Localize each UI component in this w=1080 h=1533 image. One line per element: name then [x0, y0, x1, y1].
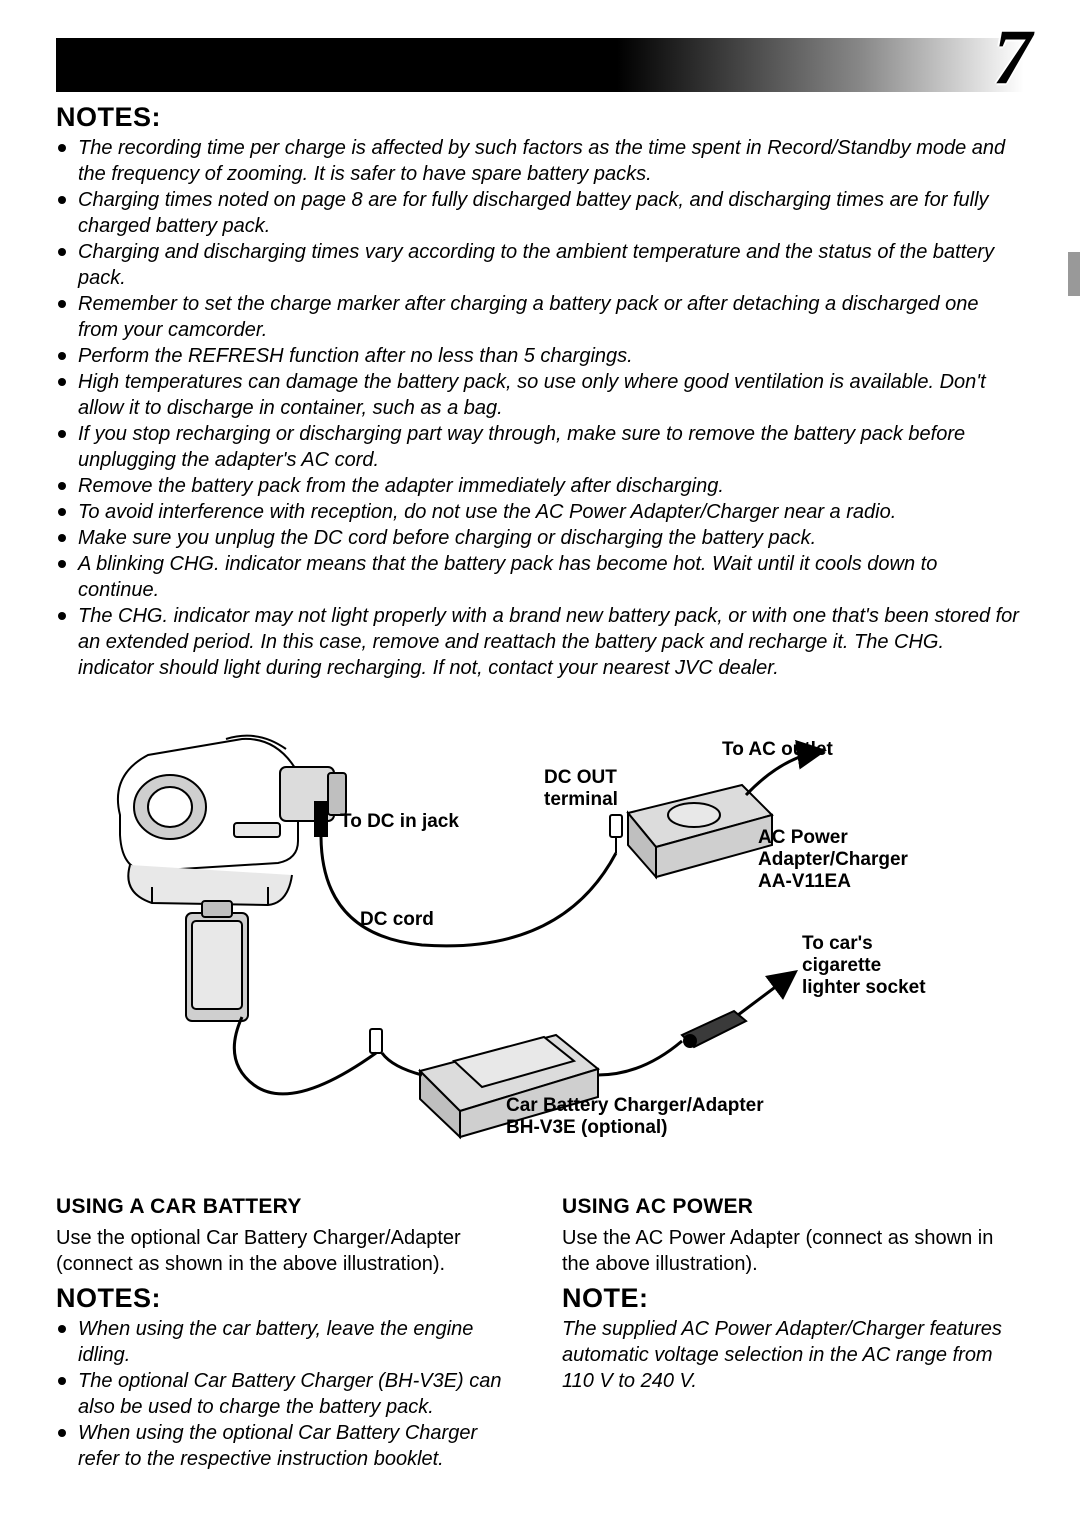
note-item: To avoid interference with reception, do… [56, 499, 1024, 525]
note-item: If you stop recharging or discharging pa… [56, 421, 1024, 473]
header-black-strip [56, 38, 617, 92]
car-battery-body: Use the optional Car Battery Charger/Ada… [56, 1225, 518, 1277]
header-gradient-strip [617, 38, 1024, 92]
label-ac-adapter: AC Power Adapter/Charger AA-V11EA [758, 827, 913, 892]
label-dc-cord: DC cord [360, 909, 434, 930]
two-column-section: USING A CAR BATTERY Use the optional Car… [56, 1195, 1024, 1472]
label-dc-out-terminal: DC OUT terminal [544, 767, 622, 810]
car-plug-icon [682, 1011, 746, 1047]
connection-diagram: To DC in jack To AC outlet DC OUT termin… [82, 715, 1024, 1175]
label-to-dc-in-jack: To DC in jack [340, 811, 459, 832]
car-charger-cord-join [382, 1053, 422, 1075]
camcorder-icon [118, 736, 346, 905]
ac-power-heading: USING AC POWER [562, 1195, 1024, 1219]
car-plug-arrow [738, 973, 794, 1015]
car-charger-cord-left [234, 1017, 376, 1094]
notes-heading-main: NOTES: [56, 102, 1024, 133]
car-battery-notes-list: When using the car battery, leave the en… [56, 1316, 518, 1472]
side-tab [1068, 252, 1080, 296]
label-car-charger: Car Battery Charger/Adapter BH-V3E (opti… [506, 1095, 769, 1138]
note-item: High temperatures can damage the battery… [56, 369, 1024, 421]
note-item: Remove the battery pack from the adapter… [56, 473, 1024, 499]
note-item: Charging times noted on page 8 are for f… [56, 187, 1024, 239]
ac-adapter-icon [628, 785, 772, 877]
dc-out-plug-icon [610, 815, 622, 853]
note-item: Charging and discharging times vary acco… [56, 239, 1024, 291]
note-item: When using the optional Car Battery Char… [56, 1420, 518, 1472]
left-column: USING A CAR BATTERY Use the optional Car… [56, 1195, 518, 1472]
car-charger-plug-icon [370, 1029, 382, 1053]
note-item: The recording time per charge is affecte… [56, 135, 1024, 187]
note-item: Perform the REFRESH function after no le… [56, 343, 1024, 369]
battery-pack-icon [186, 901, 248, 1021]
page-number: 7 [993, 12, 1032, 102]
ac-power-note-heading: NOTE: [562, 1283, 1024, 1314]
label-to-ac-outlet: To AC outlet [722, 739, 833, 760]
note-item: Make sure you unplug the DC cord before … [56, 525, 1024, 551]
car-battery-notes-heading: NOTES: [56, 1283, 518, 1314]
ac-power-body: Use the AC Power Adapter (connect as sho… [562, 1225, 1024, 1277]
note-item: A blinking CHG. indicator means that the… [56, 551, 1024, 603]
note-item: The CHG. indicator may not light properl… [56, 603, 1024, 681]
dc-in-plug-icon [314, 801, 328, 837]
ac-power-note-body: The supplied AC Power Adapter/Charger fe… [562, 1316, 1024, 1394]
diagram-svg: To DC in jack To AC outlet DC OUT termin… [82, 715, 962, 1175]
header-bar: 7 [56, 38, 1024, 92]
note-item: Remember to set the charge marker after … [56, 291, 1024, 343]
main-notes-list: The recording time per charge is affecte… [56, 135, 1024, 681]
note-item: The optional Car Battery Charger (BH-V3E… [56, 1368, 518, 1420]
right-column: USING AC POWER Use the AC Power Adapter … [562, 1195, 1024, 1472]
car-plug-cord [598, 1041, 682, 1075]
car-battery-heading: USING A CAR BATTERY [56, 1195, 518, 1219]
label-to-car-socket: To car's cigarette lighter socket [802, 933, 926, 998]
note-item: When using the car battery, leave the en… [56, 1316, 518, 1368]
